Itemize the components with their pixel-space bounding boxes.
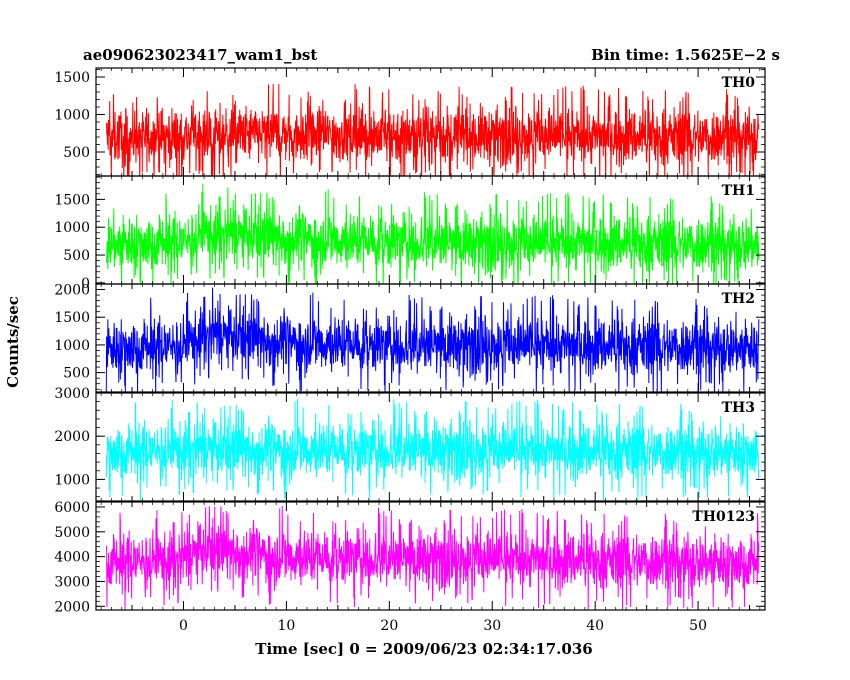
panels-group: TH050010001500TH1050010001500TH250010001… bbox=[54, 67, 766, 634]
th0123-ytick-label: 5000 bbox=[54, 525, 90, 541]
th0-ytick-label: 1500 bbox=[54, 70, 90, 86]
th2-ytick-label: 1000 bbox=[54, 338, 90, 354]
th0-ytick-label: 500 bbox=[63, 145, 90, 161]
xtick-label: 10 bbox=[277, 618, 295, 634]
y-axis-label: Counts/sec bbox=[4, 296, 22, 388]
th2-panel-label: TH2 bbox=[722, 291, 755, 307]
chart-title-left: ae090623023417_wam1_bst bbox=[83, 46, 317, 64]
th2-ytick-label: 2000 bbox=[54, 283, 90, 299]
th0123-series-line bbox=[105, 506, 760, 610]
th3-ytick-label: 2000 bbox=[54, 429, 90, 445]
xtick-label: 50 bbox=[689, 618, 707, 634]
th0-series-line bbox=[105, 83, 760, 176]
th3-panel-label: TH3 bbox=[722, 400, 755, 416]
th3-ytick-label: 3000 bbox=[54, 386, 90, 402]
th3-ytick-label: 1000 bbox=[54, 472, 90, 488]
th1-ytick-label: 1000 bbox=[54, 220, 90, 236]
th2-ytick-label: 1500 bbox=[54, 310, 90, 326]
chart-title-right: Bin time: 1.5625E−2 s bbox=[591, 46, 780, 64]
xtick-label: 40 bbox=[586, 618, 604, 634]
th0123-ytick-label: 6000 bbox=[54, 500, 90, 516]
xtick-label: 20 bbox=[380, 618, 398, 634]
th1-ytick-label: 0 bbox=[81, 276, 90, 292]
th0-ytick-label: 1000 bbox=[54, 108, 90, 124]
th0-panel-label: TH0 bbox=[722, 75, 756, 91]
th3-series-line bbox=[105, 398, 760, 501]
th2-ytick-label: 500 bbox=[63, 366, 90, 382]
th1-ytick-label: 1500 bbox=[54, 192, 90, 208]
th2-series-line bbox=[105, 287, 760, 392]
th0123-ytick-label: 2000 bbox=[54, 599, 90, 615]
xtick-label: 30 bbox=[483, 618, 501, 634]
th1-ytick-label: 500 bbox=[63, 248, 90, 264]
th1-panel-label: TH1 bbox=[722, 183, 755, 199]
th1-series-line bbox=[105, 183, 760, 284]
th0123-ytick-label: 3000 bbox=[54, 574, 90, 590]
x-axis-label: Time [sec] 0 = 2009/06/23 02:34:17.036 bbox=[255, 640, 592, 658]
th0123-ytick-label: 4000 bbox=[54, 550, 90, 566]
th0123-panel-label: TH0123 bbox=[692, 509, 755, 525]
xtick-label: 0 bbox=[179, 618, 188, 634]
